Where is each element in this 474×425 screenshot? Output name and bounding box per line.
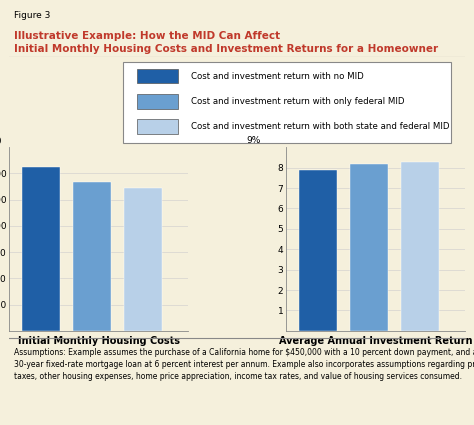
Text: Cost and investment return with no MID: Cost and investment return with no MID (191, 72, 364, 81)
Text: Illustrative Example: How the MID Can Affect
Initial Monthly Housing Costs and I: Illustrative Example: How the MID Can Af… (14, 31, 438, 54)
Bar (299, 170, 337, 331)
FancyBboxPatch shape (137, 94, 178, 109)
Text: Cost and investment return with only federal MID: Cost and investment return with only fed… (191, 97, 405, 106)
Text: Assumptions: Example assumes the purchase of a California home for $450,000 with: Assumptions: Example assumes the purchas… (14, 348, 474, 380)
Text: Figure 3: Figure 3 (14, 11, 50, 20)
FancyBboxPatch shape (137, 69, 178, 83)
X-axis label: Average Annual Investment Return: Average Annual Investment Return (279, 336, 472, 346)
Text: $3,500: $3,500 (0, 136, 2, 145)
Text: Cost and investment return with both state and federal MID: Cost and investment return with both sta… (191, 122, 450, 131)
X-axis label: Initial Monthly Housing Costs: Initial Monthly Housing Costs (18, 336, 180, 346)
Bar (73, 182, 111, 331)
Bar (22, 167, 61, 331)
FancyBboxPatch shape (137, 119, 178, 134)
Bar (401, 162, 439, 331)
Bar (124, 188, 163, 331)
Bar (350, 164, 388, 331)
FancyBboxPatch shape (123, 62, 451, 143)
Text: 9%: 9% (247, 136, 261, 145)
